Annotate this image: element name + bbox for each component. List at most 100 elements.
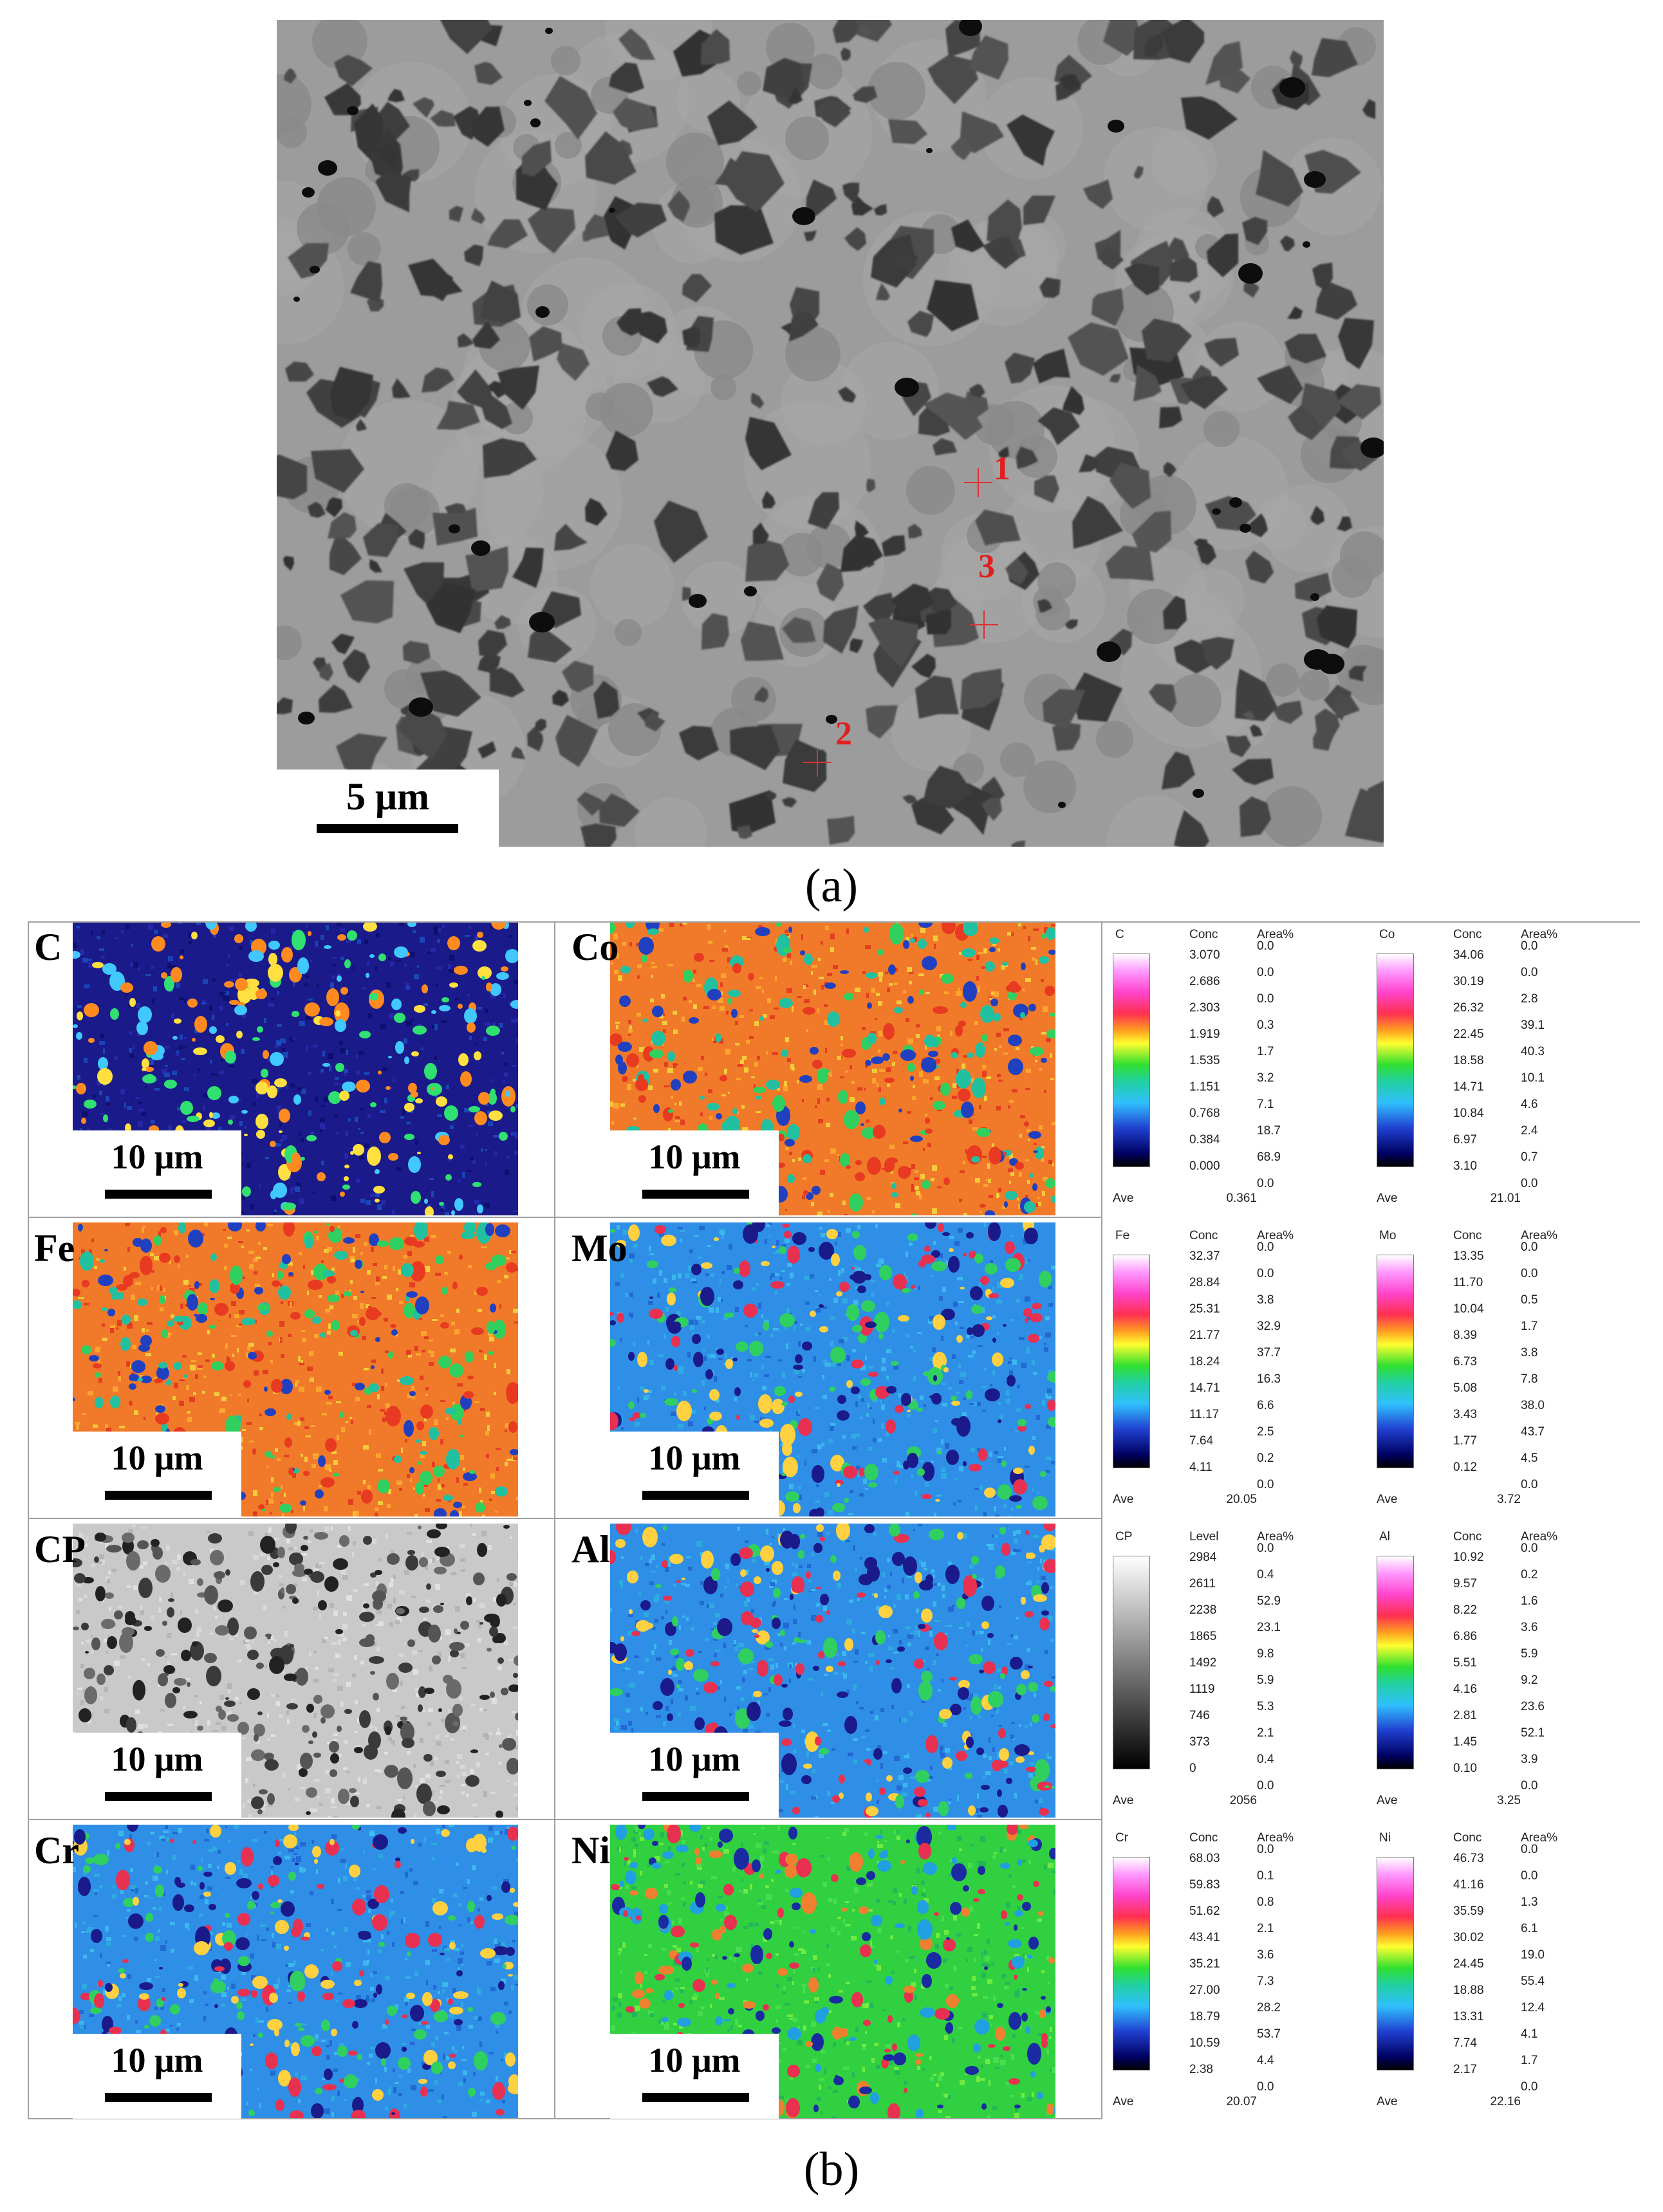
legend-header-value: Conc	[1453, 1530, 1482, 1544]
legend-value: 0.000	[1189, 1159, 1220, 1173]
legend-value: 1492	[1189, 1656, 1217, 1670]
legend-value: 8.39	[1453, 1329, 1477, 1342]
legend-ave-label: Ave	[1113, 1794, 1134, 1807]
caption-b: (b)	[803, 2143, 860, 2196]
legend-area: 3.2	[1257, 1071, 1274, 1085]
scale-bar-b: 10 μm	[610, 1432, 779, 1516]
point-marker-1	[964, 468, 992, 497]
legend-area: 2.4	[1521, 1124, 1538, 1138]
scale-bar-b: 10 μm	[610, 1130, 779, 1215]
legend-al: Al Conc Area% 10.92 9.57 8.22 6.86 5.51 4.16 2.81…	[1334, 1524, 1604, 1818]
legend-value: 2.38	[1189, 2063, 1213, 2076]
legend-area: 0.0	[1521, 1869, 1538, 1883]
legend-area: 18.7	[1257, 1124, 1281, 1138]
grid-divider-horizontal-2	[28, 1518, 1102, 1519]
legend-area: 1.3	[1521, 1895, 1538, 1909]
legend-area: 68.9	[1257, 1150, 1281, 1164]
legend-area: 0.0	[1257, 992, 1274, 1006]
legend-area: 0.0	[1521, 1843, 1538, 1856]
legend-value: 24.45	[1453, 1957, 1484, 1971]
legend-area: 40.3	[1521, 1045, 1545, 1058]
eds-map-mo: Mo 10 μm	[565, 1222, 1090, 1516]
legend-area: 23.1	[1257, 1621, 1281, 1634]
legend-value: 0	[1189, 1762, 1196, 1775]
point-label-1: 1	[994, 450, 1010, 487]
legend-value: 10.84	[1453, 1107, 1484, 1120]
legend-value: 11.70	[1453, 1276, 1483, 1289]
scale-bar-line-b	[642, 2093, 749, 2102]
eds-map-al: Al 10 μm	[565, 1524, 1090, 1818]
legend-area: 5.3	[1257, 1700, 1274, 1713]
map-element-label: Ni	[571, 1829, 610, 1872]
map-element-label: Fe	[34, 1227, 75, 1269]
legend-value: 18.58	[1453, 1054, 1484, 1067]
legend-area: 3.8	[1257, 1293, 1274, 1307]
legend-area: 0.0	[1257, 1267, 1274, 1280]
legend-area: 5.9	[1257, 1673, 1274, 1687]
legend-ave-value: 21.01	[1490, 1192, 1521, 1205]
eds-map-cr: Cr 10 μm	[28, 1825, 553, 2119]
legend-value: 0.12	[1453, 1461, 1477, 1474]
legend-header-area: Area%	[1521, 1229, 1558, 1242]
legend-value: 35.21	[1189, 1957, 1220, 1971]
legend-element: Fe	[1115, 1229, 1130, 1242]
eds-map-panel: C 10 μm Co 10 μm Fe 10 μm Mo 10 μm CP 10 μm Al 10 μ…	[28, 921, 1640, 2131]
legend-area: 4.5	[1521, 1452, 1538, 1465]
scale-bar-line-a	[317, 824, 458, 833]
legend-ave-label: Ave	[1113, 1493, 1134, 1506]
legend-value: 2238	[1189, 1603, 1217, 1617]
legend-area: 0.2	[1257, 1452, 1274, 1465]
legend-area: 32.9	[1257, 1320, 1281, 1333]
legend-value: 2.81	[1453, 1709, 1477, 1722]
legend-value: 10.59	[1189, 2036, 1220, 2050]
legend-ave-label: Ave	[1377, 1192, 1398, 1205]
legend-value: 4.11	[1189, 1461, 1212, 1474]
legend-value: 46.73	[1453, 1852, 1484, 1865]
legend-element: Al	[1379, 1530, 1390, 1544]
grid-divider-vertical	[554, 921, 555, 2119]
legend-value: 34.06	[1453, 948, 1484, 962]
eds-map-ni: Ni 10 μm	[565, 1825, 1090, 2119]
legend-value: 2984	[1189, 1551, 1217, 1564]
scale-label-b: 10 μm	[648, 2041, 741, 2079]
legend-area: 7.3	[1257, 1975, 1274, 1988]
legend-area: 55.4	[1521, 1975, 1545, 1988]
legend-value: 51.62	[1189, 1904, 1220, 1918]
legend-value: 18.88	[1453, 1984, 1484, 1997]
scale-bar-b: 10 μm	[73, 1733, 241, 1818]
legend-color-bar	[1113, 1857, 1150, 2070]
legend-area: 5.9	[1521, 1647, 1538, 1661]
legend-ave-label: Ave	[1113, 2095, 1134, 2108]
legend-value: 2611	[1189, 1577, 1216, 1590]
legend-area: 0.7	[1521, 1150, 1538, 1164]
legend-area: 7.8	[1521, 1372, 1538, 1386]
scale-bar-line-b	[105, 2093, 212, 2102]
legend-value: 35.59	[1453, 1904, 1484, 1918]
legend-color-bar	[1377, 1857, 1414, 2070]
legend-area: 3.8	[1521, 1346, 1538, 1359]
legend-ave-value: 3.25	[1497, 1794, 1521, 1807]
legend-cp: CP Level Area% 2984 2611 2238 1865 1492 1119 746 3…	[1070, 1524, 1341, 1818]
legend-color-bar	[1377, 954, 1414, 1167]
legend-value: 14.71	[1453, 1080, 1484, 1094]
legend-area: 0.0	[1521, 1779, 1538, 1793]
legend-area: 3.6	[1257, 1948, 1274, 1962]
legend-border-top	[1101, 921, 1640, 923]
legend-area: 2.1	[1257, 1726, 1274, 1740]
legend-area: 43.7	[1521, 1425, 1545, 1439]
map-element-label: Cr	[34, 1829, 79, 1872]
legend-area: 0.1	[1257, 1869, 1274, 1883]
legend-value: 30.19	[1453, 975, 1484, 988]
legend-header-value: Conc	[1189, 1831, 1218, 1845]
legend-element: Ni	[1379, 1831, 1391, 1845]
scale-bar-line-b	[642, 1190, 749, 1199]
legend-value: 5.08	[1453, 1381, 1477, 1395]
legend-area: 0.0	[1257, 1843, 1274, 1856]
legend-area: 16.3	[1257, 1372, 1281, 1386]
legend-element: CP	[1115, 1530, 1133, 1544]
legend-area: 2.1	[1257, 1922, 1274, 1935]
sem-texture	[277, 20, 1384, 847]
legend-header-value: Conc	[1189, 1229, 1218, 1242]
legend-value: 7.74	[1453, 2036, 1477, 2050]
legend-value: 25.31	[1189, 1302, 1220, 1316]
